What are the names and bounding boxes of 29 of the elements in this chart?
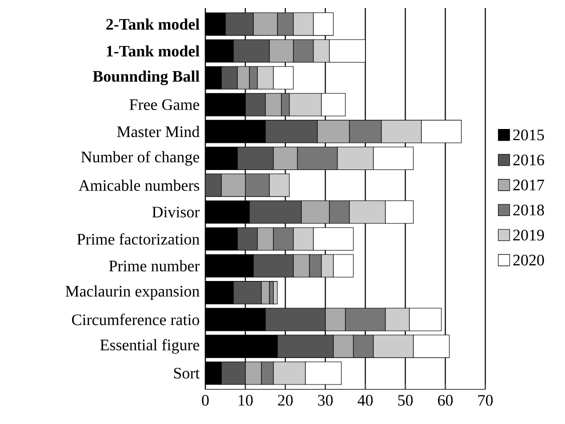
x-tick-label: 30 <box>318 394 333 406</box>
x-tick-label: 20 <box>278 394 293 406</box>
y-tick-label: Amicable numbers <box>78 180 200 191</box>
legend-label: 2017 <box>513 180 544 190</box>
y-tick-label: Prime factorization <box>77 233 200 245</box>
y-tick-label: Free Game <box>130 99 200 110</box>
x-tick-label: 60 <box>438 394 453 406</box>
legend-label: 2015 <box>513 130 544 140</box>
y-tick-label: Divisor <box>152 206 200 218</box>
y-tick-label: 1-Tank model <box>106 45 200 57</box>
x-tick-label: 50 <box>398 394 413 406</box>
y-tick-label: Essential figure <box>100 338 200 354</box>
legend-label: 2018 <box>513 204 544 216</box>
x-tick-label: 0 <box>202 394 209 406</box>
bar <box>273 281 278 304</box>
x-tick-label: 40 <box>358 394 373 406</box>
y-tick-label: Master Mind <box>117 126 200 138</box>
y-tick-label: 2-Tank model <box>106 18 200 30</box>
x-tick-label: 10 <box>238 394 253 406</box>
y-tick-label: Sort <box>174 368 200 379</box>
y-tick-label: Bounnding Ball <box>92 70 200 86</box>
y-tick-label: Number of change <box>81 151 200 166</box>
legend-label: 2019 <box>513 230 544 240</box>
y-tick-label: Circumference ratio <box>72 314 200 326</box>
y-tick-label: Maclaurin expansion <box>66 285 200 300</box>
legend-label: 2016 <box>513 154 544 166</box>
x-tick-label: 70 <box>478 394 493 406</box>
y-tick-label: Prime number <box>109 260 200 272</box>
legend-label: 2020 <box>513 254 544 266</box>
